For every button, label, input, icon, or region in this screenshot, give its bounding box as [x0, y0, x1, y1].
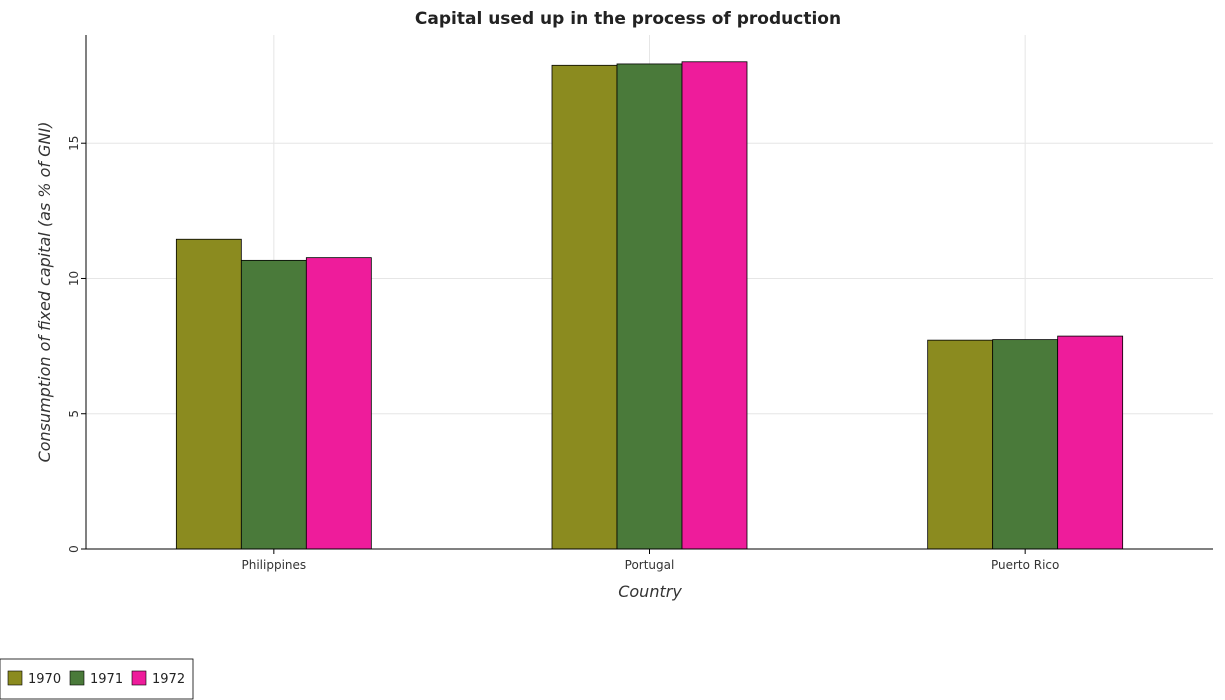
legend-label-1972: 1972: [152, 672, 185, 687]
x-tick-label: Puerto Rico: [991, 558, 1059, 572]
bar-philippines-1972: [305, 257, 372, 550]
bar-puerto-rico-1972: [1057, 335, 1124, 550]
legend-label-1971: 1971: [90, 672, 123, 687]
legend-swatch-1972: [131, 670, 147, 686]
bar-puerto-rico-1971: [992, 339, 1059, 550]
legend: 1970 1971 1972: [0, 658, 194, 700]
x-axis-title: Country: [618, 582, 682, 601]
x-tick-label: Portugal: [625, 558, 675, 572]
x-tick-label: Philippines: [242, 558, 307, 572]
y-tick-label: 10: [67, 271, 81, 286]
tick-labels: 0 5 10 15 Philippines Portugal Puerto Rico: [67, 136, 1059, 572]
legend-swatch-1971: [69, 670, 85, 686]
bar-philippines-1971: [240, 259, 307, 550]
chart-title: Capital used up in the process of produc…: [415, 9, 841, 29]
y-tick-label: 15: [67, 136, 81, 151]
y-tick-label: 5: [67, 410, 81, 418]
bar-portugal-1971: [616, 63, 683, 550]
bar-philippines-1970: [175, 238, 242, 550]
bar-portugal-1970: [551, 64, 618, 550]
bar-puerto-rico-1970: [927, 339, 994, 550]
bars: [175, 61, 1124, 550]
legend-label-1970: 1970: [28, 672, 61, 687]
bar-portugal-1972: [681, 61, 748, 550]
legend-box: [0, 658, 194, 700]
y-axis-title: Consumption of fixed capital (as % of GN…: [35, 122, 54, 463]
legend-swatch-1970: [7, 670, 23, 686]
y-tick-label: 0: [67, 545, 81, 553]
